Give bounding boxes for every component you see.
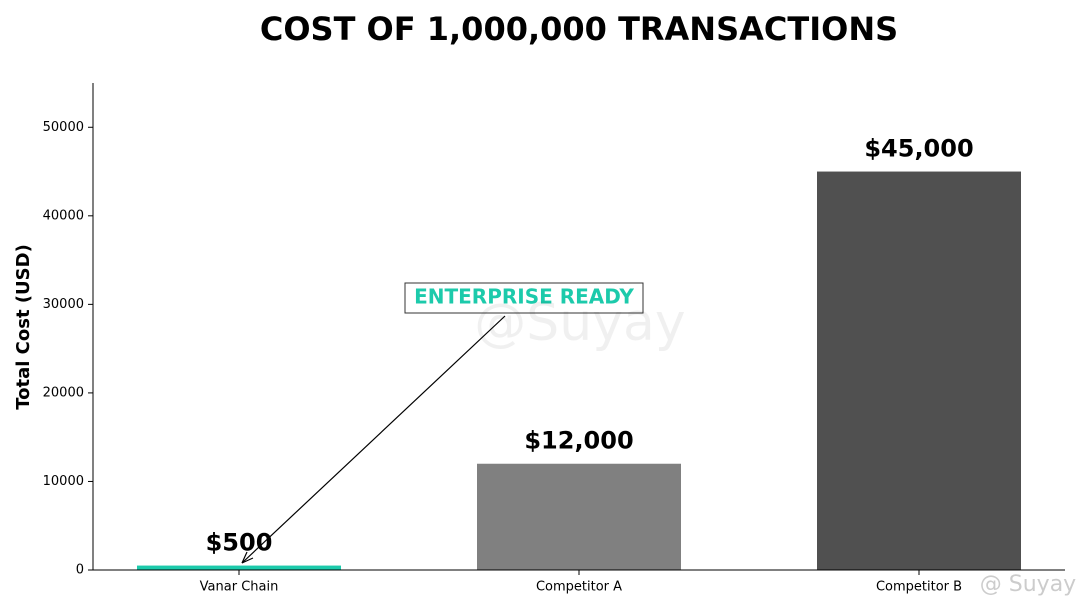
y-axis-label: Total Cost (USD): [13, 244, 34, 410]
y-tick-label: 10000: [43, 474, 84, 489]
y-tick-label: 50000: [43, 120, 84, 135]
bar: [477, 463, 681, 570]
x-tick-label: Vanar Chain: [200, 580, 279, 595]
value-label: $500: [206, 529, 273, 557]
bar: [817, 171, 1021, 570]
chart-title: COST OF 1,000,000 TRANSACTIONS: [260, 10, 898, 48]
y-tick-label: 0: [76, 563, 84, 578]
annotation-box: [404, 282, 644, 314]
y-tick-label: 20000: [43, 385, 84, 400]
value-label: $12,000: [524, 427, 633, 455]
plot: 0 10000 20000 30000 40000 50000 Vanar Chain $50…: [43, 83, 1065, 595]
annotation: ENTERPRISE READY: [414, 285, 634, 309]
annotation-arrow: [241, 315, 506, 564]
x-tick-label: Competitor B: [876, 580, 962, 595]
arrow-head: [241, 551, 254, 564]
y-tick-label: 30000: [43, 297, 84, 312]
y-tick-label: 40000: [43, 208, 84, 223]
watermark: @Suyay: [474, 293, 685, 353]
x-tick-label: Competitor A: [536, 580, 622, 595]
watermark: @ Suyay: [980, 572, 1076, 597]
bar: [137, 565, 341, 570]
value-label: $45,000: [864, 135, 973, 163]
